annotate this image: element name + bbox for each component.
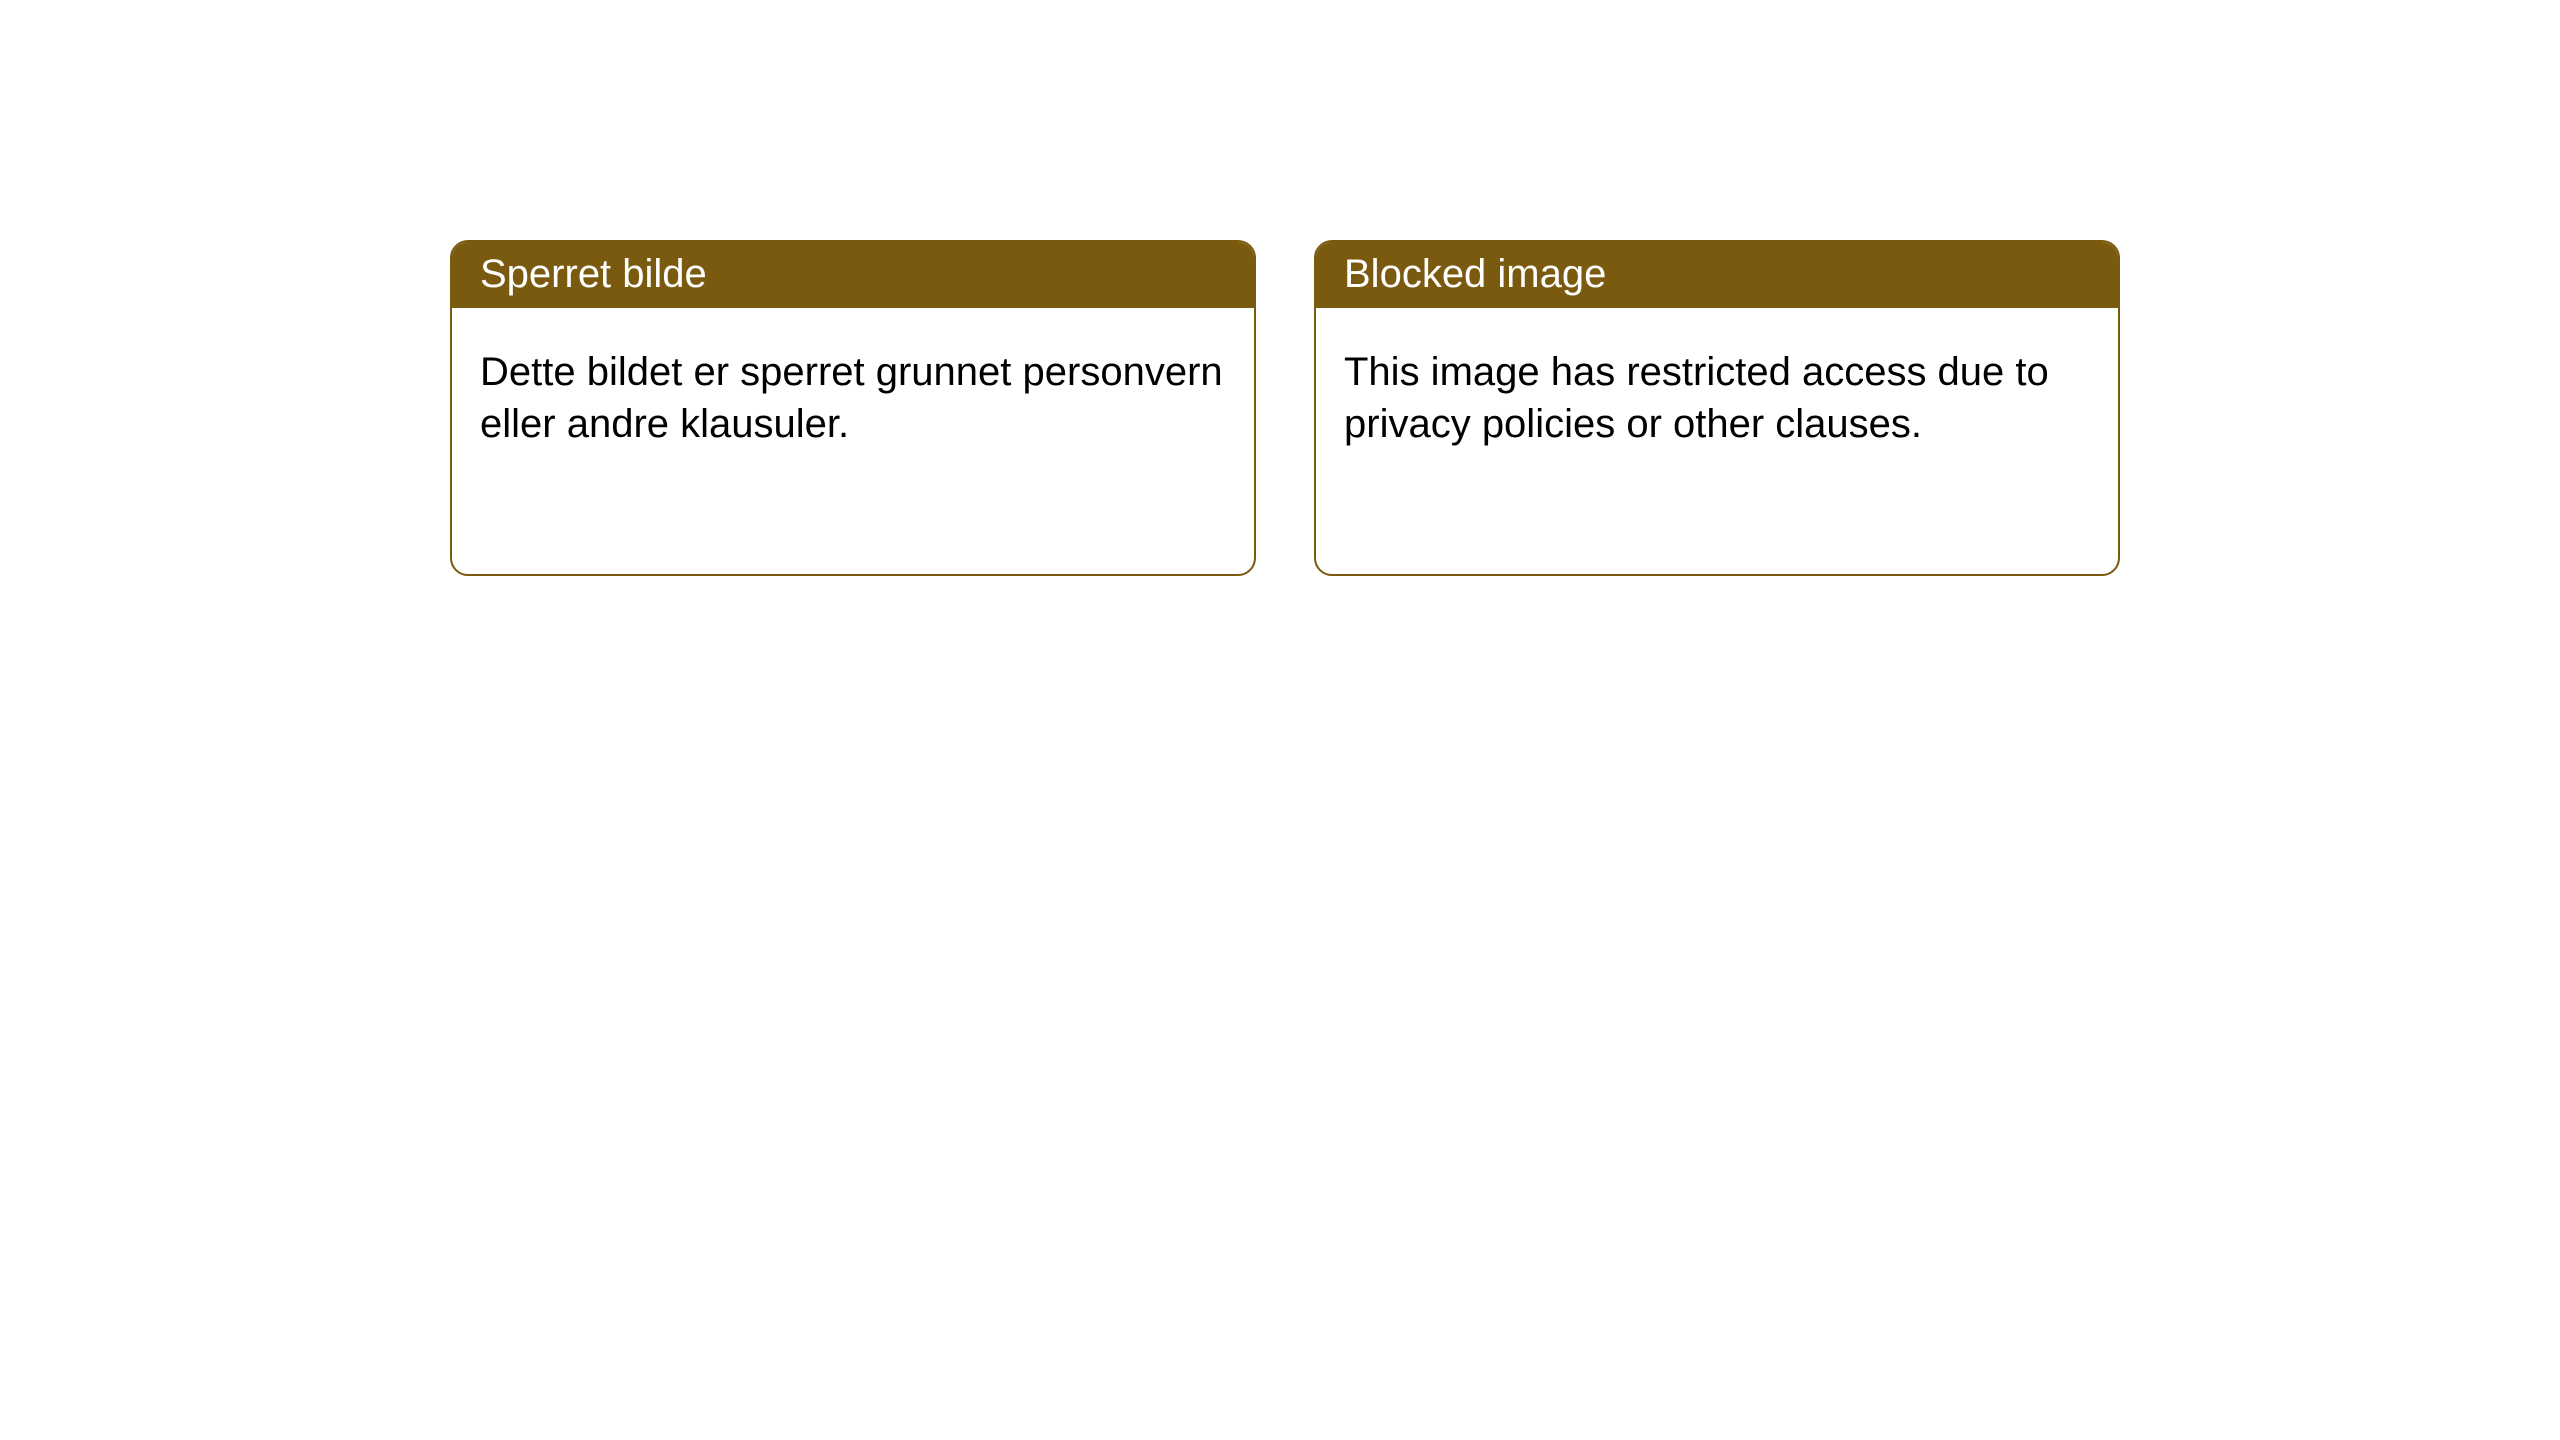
notice-body: Dette bildet er sperret grunnet personve… — [452, 308, 1254, 478]
notice-container: Sperret bilde Dette bildet er sperret gr… — [0, 0, 2560, 576]
notice-card-norwegian: Sperret bilde Dette bildet er sperret gr… — [450, 240, 1256, 576]
notice-card-english: Blocked image This image has restricted … — [1314, 240, 2120, 576]
notice-body: This image has restricted access due to … — [1316, 308, 2118, 478]
notice-header: Blocked image — [1316, 242, 2118, 308]
notice-header: Sperret bilde — [452, 242, 1254, 308]
